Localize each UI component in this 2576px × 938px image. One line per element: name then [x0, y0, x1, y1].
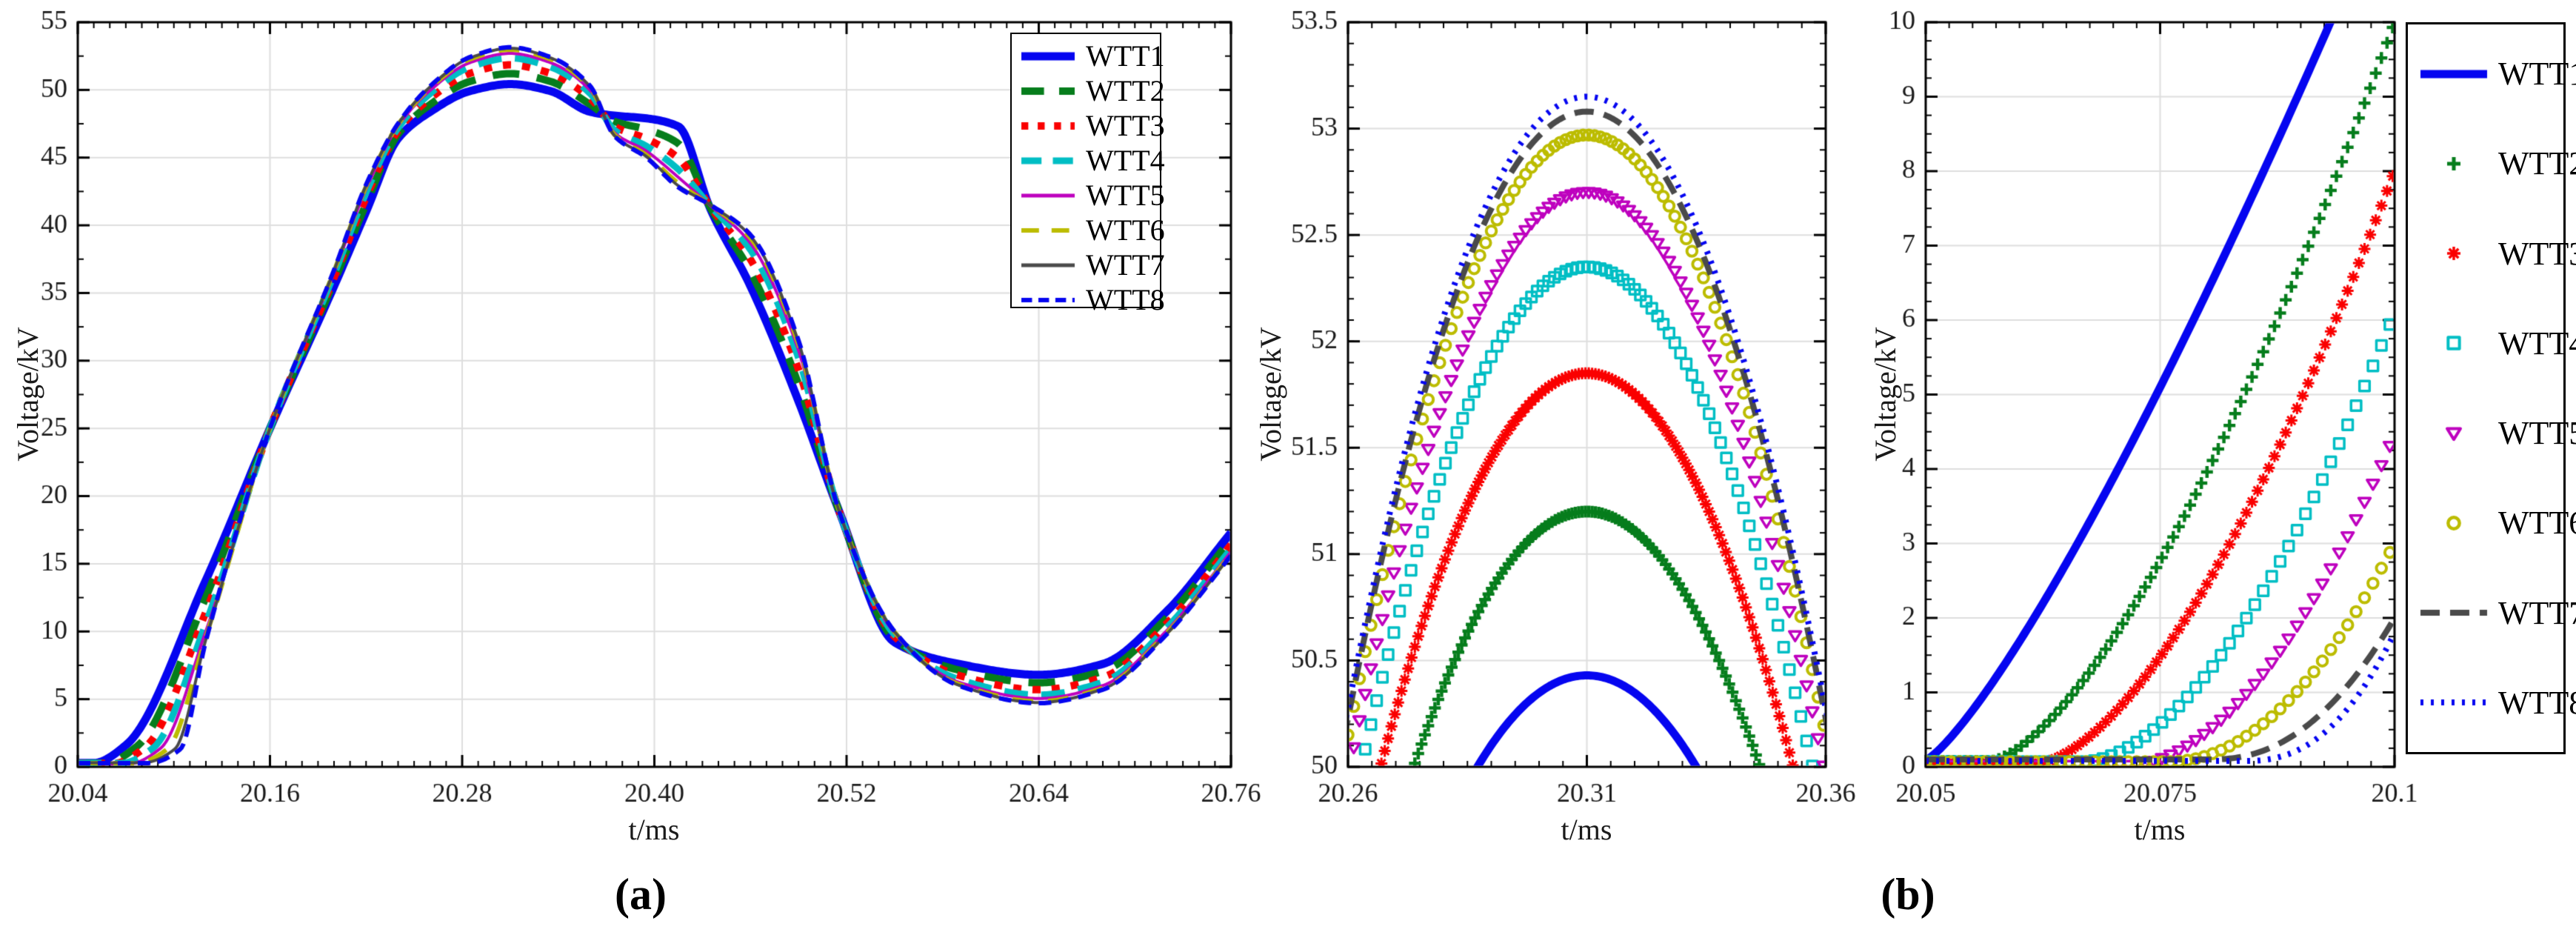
legend-line-sample: [1019, 182, 1077, 209]
legend-label: WTT3: [1086, 109, 1165, 142]
legend-label: WTT3: [2498, 235, 2576, 272]
x-axis-label-plot-b1: t/ms: [1561, 813, 1612, 846]
y-axis-label-plot-b2: Voltage/kV: [1869, 327, 1902, 462]
legend-item-wtt8: WTT8: [2418, 684, 2576, 722]
legend-item-wtt2: WTT2: [1019, 73, 1165, 108]
legend-line-sample: [1019, 112, 1077, 139]
legend-item-wtt6: WTT6: [1019, 213, 1165, 247]
legend-line-sample: [1019, 216, 1077, 244]
legend-line-sample: [2418, 147, 2489, 180]
legend-line-sample: [2418, 596, 2489, 630]
legend-item-wtt8: WTT8: [1019, 282, 1165, 317]
legend-item-wtt4: WTT4: [1019, 143, 1165, 178]
legend-item-wtt5: WTT5: [2418, 414, 2576, 452]
legend-line-sample: [2418, 237, 2489, 270]
legend-label: WTT8: [1086, 283, 1165, 316]
legend-label: WTT2: [2498, 145, 2576, 182]
legend-label: WTT5: [2498, 415, 2576, 452]
legend-item-wtt1: WTT1: [2418, 55, 2576, 93]
legend-label: WTT1: [2498, 56, 2576, 93]
legend-line-sample: [1019, 42, 1077, 70]
legend-plot-a: WTT1 WTT2 WTT3 WTT4 WTT5 WTT6 WTT7 WTT8: [1010, 33, 1165, 316]
legend-item-wtt5: WTT5: [1019, 178, 1165, 213]
legend-item-wtt3: WTT3: [1019, 108, 1165, 143]
legend-item-wtt1: WTT1: [1019, 39, 1165, 73]
x-axis-label-plot-a: t/ms: [628, 813, 680, 846]
legend-label: WTT6: [1086, 213, 1165, 247]
legend-plot-b: WTT1 WTT2 WTT3 WTT4 WTT5 WTT6 WTT7 WTT8: [2406, 22, 2576, 754]
legend-item-wtt7: WTT7: [2418, 594, 2576, 632]
legend-item-wtt3: WTT3: [2418, 235, 2576, 273]
legend-label: WTT4: [1086, 144, 1165, 177]
legend-label: WTT7: [1086, 248, 1165, 282]
caption-a: (a): [615, 870, 667, 919]
legend-label: WTT1: [1086, 39, 1165, 73]
legend-line-sample: [2418, 416, 2489, 450]
legend-line-sample: [1019, 147, 1077, 174]
x-axis-label-plot-b2: t/ms: [2134, 813, 2186, 846]
caption-b: (b): [1881, 870, 1935, 919]
legend-label: WTT5: [1086, 179, 1165, 212]
legend-label: WTT8: [2498, 684, 2576, 721]
legend-line-sample: [1019, 286, 1077, 313]
legend-line-sample: [1019, 77, 1077, 104]
y-axis-label-plot-a: Voltage/kV: [11, 327, 44, 462]
legend-item-wtt2: WTT2: [2418, 144, 2576, 182]
legend-item-wtt4: WTT4: [2418, 325, 2576, 362]
legend-label: WTT4: [2498, 325, 2576, 362]
legend-line-sample: [1019, 251, 1077, 279]
legend-item-wtt7: WTT7: [1019, 247, 1165, 282]
legend-label: WTT6: [2498, 505, 2576, 542]
legend-label: WTT2: [1086, 74, 1165, 107]
y-axis-label-plot-b1: Voltage/kV: [1254, 327, 1287, 462]
legend-item-wtt6: WTT6: [2418, 504, 2576, 542]
legend-line-sample: [2418, 506, 2489, 539]
legend-line-sample: [2418, 57, 2489, 90]
legend-line-sample: [2418, 327, 2489, 360]
legend-line-sample: [2418, 686, 2489, 719]
legend-label: WTT7: [2498, 594, 2576, 631]
